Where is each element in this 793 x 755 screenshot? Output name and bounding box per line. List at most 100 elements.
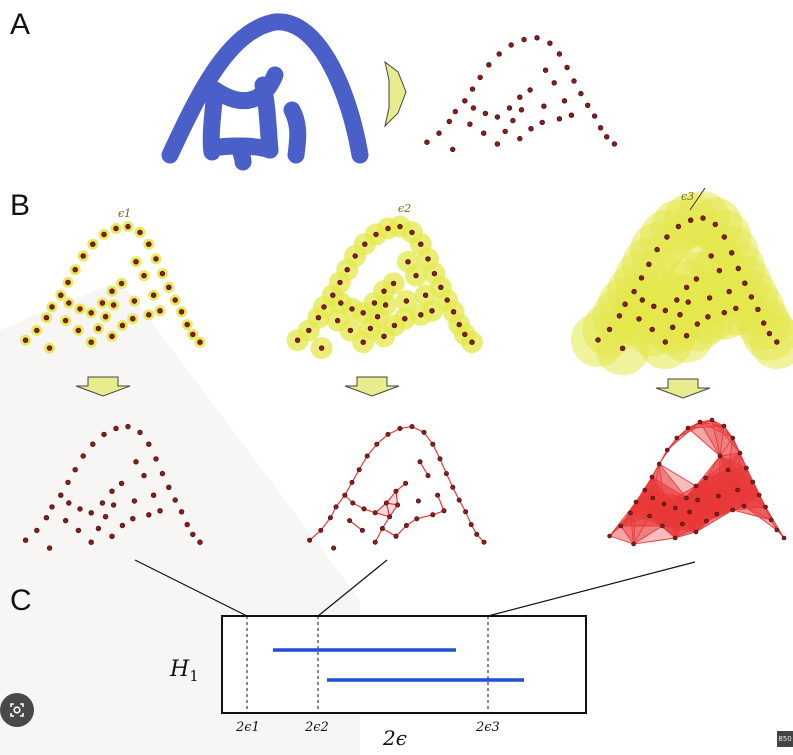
- data-point: [133, 459, 139, 465]
- data-point: [467, 121, 473, 127]
- data-point: [390, 280, 397, 287]
- simplex-edge: [743, 505, 778, 531]
- data-point: [675, 223, 682, 230]
- simplex-edge: [705, 477, 738, 491]
- data-point: [178, 309, 185, 315]
- data-point: [119, 322, 126, 329]
- simplex-edge: [651, 476, 665, 505]
- data-point: [603, 134, 610, 140]
- data-point: [184, 321, 190, 328]
- data-point: [356, 467, 362, 473]
- simplex-edge: [727, 469, 753, 483]
- data-point: [34, 327, 40, 334]
- data-point: [330, 292, 336, 298]
- homology-label: H1: [169, 657, 199, 685]
- data-point: [674, 297, 680, 303]
- simplex-edge: [432, 443, 441, 460]
- data-point: [109, 488, 115, 494]
- simplex-triangle: [720, 453, 753, 482]
- data-point: [441, 508, 447, 514]
- simplex-triangle: [644, 464, 687, 498]
- simplex-edge: [695, 495, 719, 533]
- data-point: [435, 492, 441, 498]
- simplex-triangle: [696, 500, 707, 532]
- simplex-edge: [717, 455, 721, 497]
- simplex-triangle: [659, 464, 696, 504]
- data-point: [662, 339, 668, 345]
- simplex-edge: [629, 512, 635, 545]
- simplex-triangle: [718, 495, 760, 506]
- data-point: [46, 345, 53, 351]
- data-point: [109, 333, 115, 339]
- simplex-edge: [658, 463, 665, 505]
- data-point: [730, 435, 736, 441]
- simplex-edge: [737, 467, 747, 491]
- data-point: [49, 504, 55, 510]
- simplex-triangle: [689, 510, 733, 532]
- lens-button[interactable]: [0, 693, 34, 727]
- data-point: [374, 314, 381, 320]
- data-point: [415, 498, 421, 504]
- simplex-edge: [705, 477, 718, 515]
- data-point: [561, 98, 568, 104]
- data-point: [672, 535, 678, 541]
- simplex-triangle: [662, 526, 696, 538]
- simplex-triangle: [636, 502, 676, 516]
- simplex-edge: [662, 525, 697, 533]
- data-point: [197, 539, 203, 545]
- data-point: [409, 229, 415, 236]
- data-point: [735, 265, 741, 272]
- data-point: [90, 241, 96, 247]
- simplex-triangle: [744, 482, 772, 520]
- simplex-edge: [633, 515, 650, 545]
- simplex-edge: [630, 497, 654, 514]
- data-point: [197, 339, 203, 345]
- simplex-edge: [662, 497, 687, 527]
- simplex-edge: [689, 485, 697, 513]
- data-point: [708, 253, 714, 259]
- data-point: [482, 110, 489, 117]
- data-point: [393, 488, 399, 494]
- connector-line-3: [487, 561, 696, 617]
- data-point: [669, 324, 676, 330]
- simplex-edge: [675, 531, 697, 539]
- data-point: [130, 316, 136, 322]
- tick-label-eps1: 2ϵ1: [235, 720, 260, 735]
- simplex-edge: [705, 455, 721, 479]
- data-point: [768, 517, 774, 523]
- data-point: [333, 504, 339, 510]
- data-point: [318, 345, 325, 351]
- simplex-triangle: [718, 470, 753, 496]
- data-point: [349, 306, 355, 312]
- data-point: [551, 80, 557, 86]
- data-point: [744, 465, 749, 471]
- data-point: [46, 545, 53, 551]
- data-point: [190, 531, 196, 538]
- data-point: [77, 306, 83, 312]
- data-point: [327, 515, 333, 521]
- simplex-edge: [687, 425, 725, 429]
- data-point: [438, 284, 444, 290]
- data-point: [58, 492, 64, 498]
- data-point: [556, 51, 563, 57]
- simplex-triangle: [688, 420, 720, 456]
- simplex-edge: [765, 506, 785, 539]
- data-point: [683, 333, 690, 339]
- simplex-edge: [437, 494, 445, 512]
- simplex-triangle: [675, 508, 707, 532]
- data-point: [360, 339, 366, 345]
- data-point: [397, 223, 403, 230]
- simplex-edge: [416, 514, 433, 520]
- simplex-triangle: [644, 477, 687, 498]
- data-point: [618, 523, 624, 529]
- panel-label-b: B: [10, 189, 30, 222]
- data-point: [102, 513, 109, 520]
- data-point: [755, 306, 761, 313]
- data-point: [414, 516, 420, 522]
- simplex-edge: [633, 537, 676, 545]
- data-point: [534, 35, 540, 41]
- simplex-edge: [705, 452, 741, 479]
- x-axis-label: 2ϵ: [382, 726, 407, 750]
- data-point: [756, 492, 762, 498]
- data-point: [102, 314, 109, 320]
